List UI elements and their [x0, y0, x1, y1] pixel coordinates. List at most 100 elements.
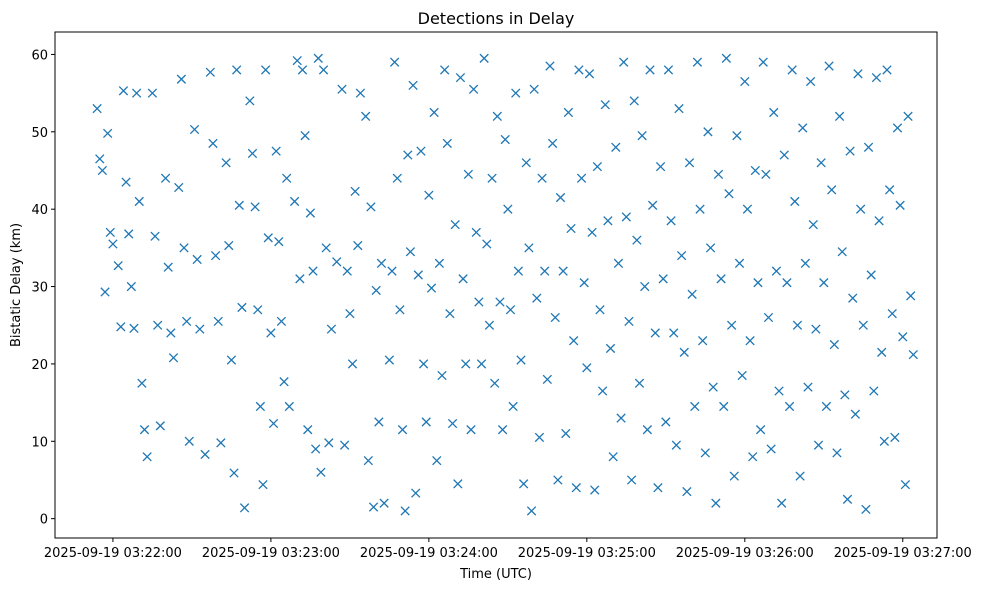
data-point [342, 266, 352, 276]
data-point [116, 322, 126, 332]
data-point [632, 235, 642, 245]
data-point [640, 281, 650, 292]
data-point [726, 320, 737, 330]
data-point [766, 444, 776, 454]
data-point [534, 432, 545, 443]
data-point [711, 498, 721, 508]
data-point [550, 312, 560, 323]
data-point [160, 173, 171, 183]
data-point [195, 324, 205, 334]
data-point [350, 186, 360, 197]
data-point [253, 305, 263, 315]
data-point [184, 436, 194, 446]
data-point [453, 479, 463, 489]
data-point [769, 107, 779, 118]
data-point [92, 103, 102, 114]
data-point [561, 428, 571, 439]
data-point [734, 258, 745, 268]
x-axis-label: Time (UTC) [459, 567, 532, 582]
y-tick-label: 60 [31, 48, 48, 63]
data-point [874, 216, 884, 226]
data-point [540, 266, 550, 276]
data-point [605, 343, 616, 354]
data-point [474, 297, 484, 307]
data-point [790, 196, 800, 207]
data-point [866, 270, 876, 280]
data-point [389, 57, 400, 67]
data-point [518, 479, 529, 489]
data-point [537, 173, 547, 183]
data-point [787, 65, 797, 75]
data-point [634, 378, 645, 388]
data-point [671, 440, 682, 450]
data-point [271, 146, 281, 156]
data-point [871, 72, 882, 83]
data-point [300, 131, 310, 141]
data-point [260, 65, 271, 75]
data-point [848, 293, 858, 303]
data-point [353, 240, 363, 251]
data-point [555, 192, 566, 203]
data-point [642, 425, 653, 435]
data-point [553, 475, 563, 485]
data-point [234, 200, 244, 210]
data-point [208, 138, 218, 149]
data-point [379, 498, 389, 508]
data-point [442, 138, 452, 149]
data-point [437, 370, 447, 381]
y-tick-label: 30 [31, 281, 48, 296]
data-point [884, 185, 895, 195]
data-point [729, 471, 739, 481]
data-point [276, 316, 287, 327]
data-point [669, 328, 679, 338]
data-point [832, 448, 842, 458]
data-point [142, 452, 152, 462]
data-point [440, 65, 450, 75]
data-point [676, 250, 687, 261]
data-point [869, 386, 879, 396]
data-point [166, 328, 176, 338]
data-point [492, 111, 502, 121]
data-point [258, 479, 268, 490]
data-point [903, 111, 913, 121]
data-point [239, 503, 250, 513]
data-point [266, 328, 276, 338]
data-point [898, 332, 908, 342]
data-point [582, 363, 592, 373]
data-point [466, 425, 476, 435]
data-point [750, 165, 760, 176]
data-point [576, 173, 587, 183]
data-point [542, 374, 552, 385]
data-point [661, 417, 671, 427]
data-point [450, 219, 460, 230]
data-point [650, 328, 660, 338]
data-point [816, 158, 826, 168]
data-point [906, 291, 916, 301]
data-point [569, 336, 579, 346]
data-point [284, 401, 294, 412]
data-point [626, 475, 637, 485]
data-point [737, 370, 747, 381]
data-point [316, 467, 326, 477]
data-point [713, 169, 724, 180]
data-point [355, 88, 366, 98]
data-point [387, 266, 397, 276]
data-point [153, 320, 163, 330]
data-point [263, 233, 273, 243]
data-point [700, 448, 710, 458]
data-point [237, 302, 247, 313]
data-point [842, 494, 853, 504]
data-points [92, 53, 918, 516]
data-point [279, 377, 289, 387]
data-point [176, 74, 187, 84]
data-point [900, 479, 911, 490]
data-point [703, 127, 713, 137]
data-point [777, 498, 787, 508]
y-tick-label: 50 [31, 126, 48, 141]
data-point [855, 204, 866, 214]
data-point [584, 69, 595, 79]
data-point [547, 138, 558, 149]
data-point [384, 355, 395, 365]
data-point [590, 485, 600, 495]
